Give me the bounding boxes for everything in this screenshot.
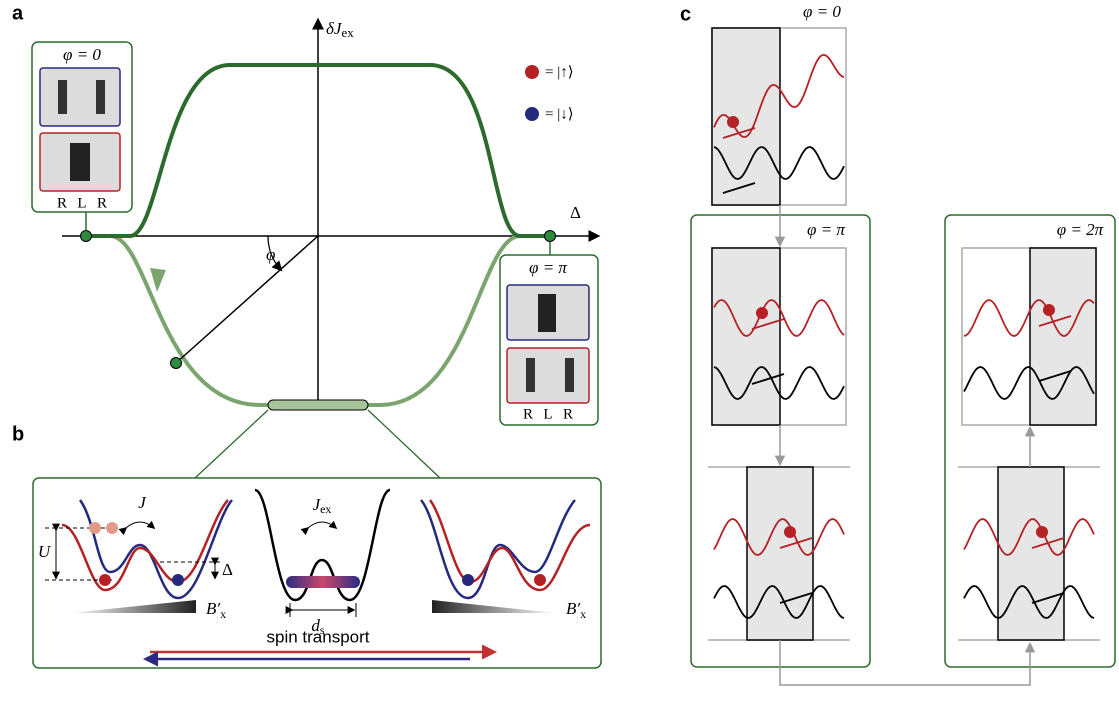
x-axis-label: Δ xyxy=(570,203,581,222)
atom-up xyxy=(1036,526,1048,538)
stage-label: φ = π xyxy=(807,220,845,239)
interaction-label: U xyxy=(38,542,52,561)
atom xyxy=(106,522,118,534)
phase-line xyxy=(176,236,318,363)
point xyxy=(171,358,182,369)
legend-down-label: = |↓⟩ xyxy=(545,106,574,122)
site-label: L xyxy=(543,406,552,422)
atom-up xyxy=(99,574,111,586)
atom xyxy=(89,522,101,534)
y-axis-label: δJex xyxy=(326,19,354,40)
spin-pair xyxy=(286,576,360,588)
site-label: R xyxy=(523,406,533,422)
site-label: R xyxy=(97,195,107,211)
legend-up-label: = |↑⟩ xyxy=(545,64,574,80)
atom-up xyxy=(534,574,546,586)
highlight xyxy=(268,400,368,410)
transport-label: spin transport xyxy=(267,627,370,646)
image-down xyxy=(40,68,120,126)
zoom-line xyxy=(195,410,268,478)
atom-image xyxy=(526,358,535,392)
panel-label: c xyxy=(680,3,691,25)
angle-label: φ xyxy=(266,245,275,264)
panel-label: a xyxy=(12,2,24,24)
atom-image xyxy=(70,143,90,181)
atom-up xyxy=(784,526,796,538)
atom-down xyxy=(462,574,474,586)
flow-arrow xyxy=(780,640,1030,685)
path-arrow xyxy=(150,268,166,292)
legend-up xyxy=(525,65,539,79)
offset-label: Δ xyxy=(222,560,233,579)
atom-image xyxy=(565,358,574,392)
atom-image xyxy=(58,80,67,114)
panel-label: b xyxy=(12,423,24,445)
point xyxy=(81,231,92,242)
inset-title: φ = π xyxy=(529,258,567,277)
atom-image xyxy=(538,294,556,332)
site-label: R xyxy=(57,195,67,211)
site-label: L xyxy=(77,195,86,211)
zoom-line xyxy=(368,410,440,478)
lower-path xyxy=(110,236,520,405)
stage-label: φ = 2π xyxy=(1057,220,1104,239)
point xyxy=(545,231,556,242)
atom-up xyxy=(727,116,739,128)
cells xyxy=(708,28,1100,640)
tweezer xyxy=(712,28,780,205)
inset-title: φ = 0 xyxy=(63,45,101,64)
atom-down xyxy=(172,574,184,586)
atom-up xyxy=(1043,304,1055,316)
atom-up xyxy=(756,307,768,319)
site-label: R xyxy=(563,406,573,422)
figure: a δJex Δ φ = |↑⟩ = |↓⟩ φ = 0 R L R φ = π… xyxy=(0,0,1119,705)
atom-image xyxy=(96,80,105,114)
legend-down xyxy=(525,107,539,121)
stage-label: φ = 0 xyxy=(803,2,841,21)
image-up xyxy=(507,348,589,403)
